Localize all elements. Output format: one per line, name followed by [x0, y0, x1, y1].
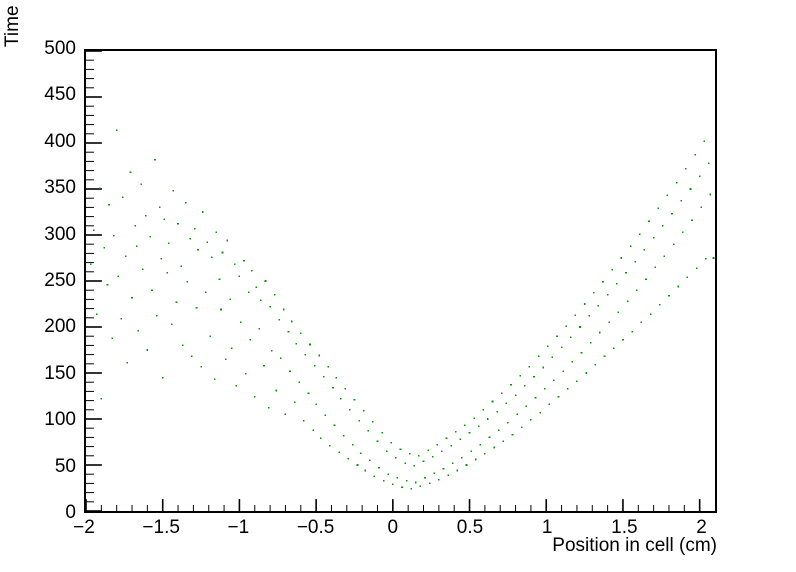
x-tick-label: 2 [696, 517, 707, 538]
scatter-plot-area [86, 51, 715, 511]
x-tick-label: −0.5 [296, 517, 335, 538]
x-tick-label: 1.5 [611, 517, 638, 538]
y-tick-label: 100 [44, 409, 76, 431]
x-tick-label: 0 [387, 517, 399, 538]
y-tick-label: 300 [44, 223, 76, 245]
axis-minor-ticks [86, 51, 701, 511]
y-tick-label: 350 [44, 177, 76, 199]
y-tick-label: 450 [44, 84, 76, 106]
x-axis-title: Position in cell (cm) [552, 535, 717, 556]
y-tick-label: 250 [44, 270, 76, 291]
x-tick-label: 1 [541, 517, 553, 538]
y-tick-label: 400 [44, 130, 76, 152]
scatter-data-points [89, 129, 715, 490]
x-tick-label: −1 [227, 517, 250, 538]
x-tick-label: 0.5 [456, 517, 484, 538]
x-tick-label: −1.5 [142, 517, 180, 538]
x-tick-label: −2 [73, 517, 95, 538]
y-tick-label: 0 [65, 502, 76, 523]
x-axis-tick-labels: −2 −1.5 −1 −0.5 0 0.5 1 1.5 2 [73, 517, 717, 542]
y-tick-label: 500 [44, 38, 76, 59]
y-tick-label: 150 [44, 362, 76, 384]
y-tick-label: 50 [54, 455, 76, 477]
axis-major-ticks [86, 51, 701, 511]
plot-frame [84, 49, 717, 513]
y-axis-tick-labels: 0 50 100 150 200 250 300 350 400 450 500 [0, 39, 76, 522]
y-tick-label: 200 [44, 316, 76, 338]
